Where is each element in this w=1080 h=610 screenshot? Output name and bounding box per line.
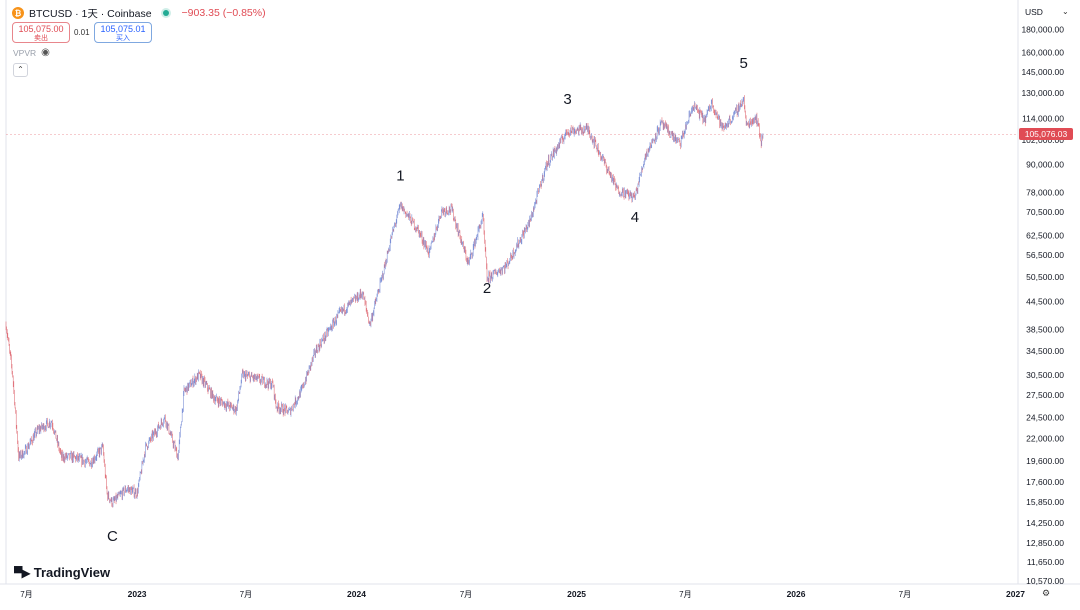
y-tick-label: 102,000.00	[1021, 135, 1064, 145]
candles-layer	[5, 95, 764, 508]
y-tick-label: 38,500.00	[1026, 325, 1064, 335]
y-tick-label: 17,600.00	[1026, 477, 1064, 487]
y-tick-label: 10,570.00	[1026, 576, 1064, 586]
symbol-title[interactable]: BTCUSD · 1天 · Coinbase	[29, 7, 152, 20]
y-tick-label: 62,500.00	[1026, 230, 1064, 240]
y-tick-label: 27,500.00	[1026, 390, 1064, 400]
indicator-name[interactable]: VPVR	[13, 47, 37, 58]
wave-label: 1	[396, 167, 404, 184]
y-tick-label: 11,650.00	[1027, 557, 1064, 567]
x-tick-label: 7月	[899, 590, 911, 599]
x-tick-label: 7月	[240, 590, 252, 599]
chevron-down-icon[interactable]: ⌄	[1062, 7, 1069, 16]
y-tick-label: 145,000.00	[1021, 67, 1064, 77]
sell-button[interactable]: 105,075.00 卖出	[12, 22, 70, 43]
x-tick-label: 2024	[347, 589, 366, 599]
x-tick-label: 2027	[1006, 589, 1025, 599]
y-tick-label: 44,500.00	[1026, 296, 1064, 306]
y-tick-label: 22,000.00	[1026, 433, 1064, 443]
wave-annotations: C 1 2 3 4 5	[107, 55, 748, 545]
y-tick-label: 12,850.00	[1026, 538, 1064, 548]
indicator-legend[interactable]: VPVR ◉	[13, 47, 50, 58]
x-tick-label: 7月	[460, 590, 472, 599]
x-tick-label: 2026	[787, 589, 806, 599]
y-tick-label: 90,000.00	[1026, 160, 1064, 170]
buy-label: 买入	[116, 35, 130, 42]
sell-label: 卖出	[34, 35, 48, 42]
buy-price: 105,075.01	[100, 24, 146, 34]
bitcoin-icon: ₿	[12, 7, 24, 19]
y-tick-label: 30,500.00	[1026, 370, 1064, 380]
y-tick-label: 24,500.00	[1026, 413, 1064, 423]
wave-label: 4	[631, 209, 639, 226]
wave-label: 3	[563, 91, 571, 108]
market-status-dot	[162, 10, 169, 16]
y-tick-label: 34,500.00	[1026, 346, 1064, 356]
y-tick-label: 160,000.00	[1021, 48, 1064, 58]
y-tick-label: 180,000.00	[1021, 25, 1064, 35]
wave-label: C	[107, 528, 118, 545]
wave-label: 2	[483, 280, 491, 297]
current-price-tag: 105,076.03	[1019, 128, 1073, 141]
y-tick-label: 14,250.00	[1026, 518, 1064, 528]
y-tick-label: 130,000.00	[1021, 88, 1064, 98]
y-tick-label: 114,000.00	[1022, 114, 1064, 124]
gear-icon[interactable]: ⚙	[1042, 588, 1051, 598]
sell-price: 105,075.00	[18, 24, 64, 34]
y-tick-label: 19,600.00	[1026, 456, 1064, 466]
price-axis[interactable]: 180,000.00 160,000.00 145,000.00 130,000.00…	[1021, 25, 1064, 586]
y-tick-label: 70,500.00	[1026, 207, 1064, 217]
brand-name: TradingView	[33, 565, 111, 580]
y-tick-label: 15,850.00	[1026, 497, 1064, 507]
x-tick-label: 7月	[679, 590, 691, 599]
x-tick-label: 2025	[567, 589, 586, 599]
buy-button[interactable]: 105,075.01 买入	[94, 22, 152, 43]
chevron-up-icon[interactable]: ⌃	[13, 63, 28, 77]
tradingview-logo-icon: ▀▶	[14, 565, 31, 580]
time-axis[interactable]: 7月 2023 7月 2024 7月 2025 7月 2026 7月 2027	[20, 589, 1025, 599]
y-tick-label: 78,000.00	[1026, 187, 1064, 197]
eye-icon[interactable]: ◉	[41, 47, 50, 58]
tradingview-logo[interactable]: ▀▶ TradingView	[14, 565, 110, 580]
y-tick-label: 56,500.00	[1026, 250, 1064, 260]
price-change: −903.35 (−0.85%)	[181, 7, 266, 19]
wave-label: 5	[740, 55, 748, 72]
y-tick-label: 50,500.00	[1026, 272, 1064, 282]
symbol-header[interactable]: ₿ BTCUSD · 1天 · Coinbase −903.35 (−0.85%…	[12, 6, 266, 20]
currency-label[interactable]: USD	[1025, 7, 1043, 17]
x-tick-label: 7月	[20, 590, 32, 599]
x-tick-label: 2023	[128, 589, 147, 599]
spread-value: 0.01	[74, 28, 90, 37]
